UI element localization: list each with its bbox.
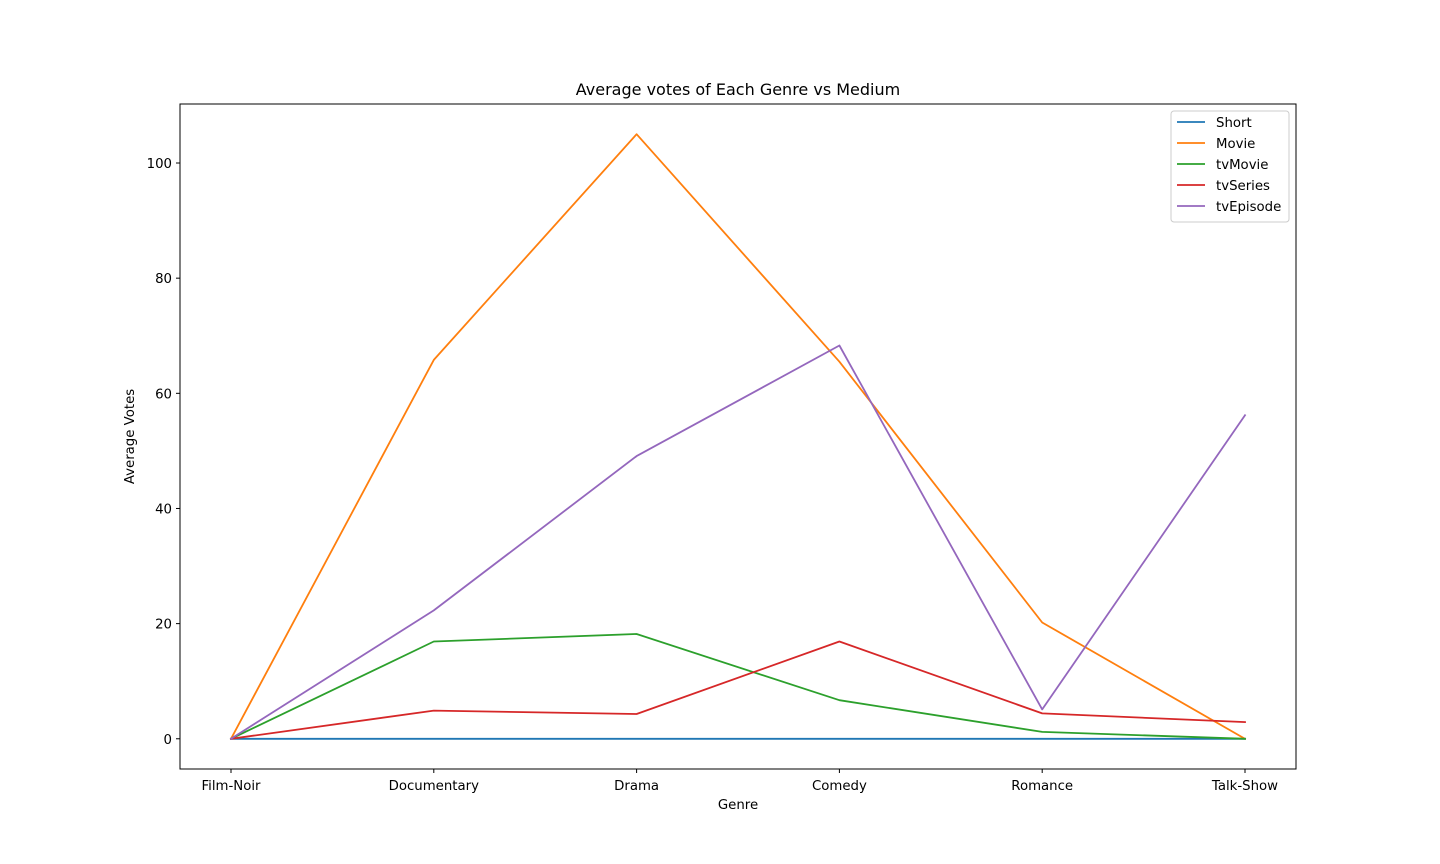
legend-entry: tvSeries	[1216, 179, 1270, 194]
plot-frame	[179, 103, 1297, 770]
series-line-movie	[229, 133, 1247, 741]
y-tick-label: 80	[155, 272, 172, 287]
x-axis-label: Genre	[718, 798, 758, 813]
x-tick-label: Documentary	[389, 779, 480, 794]
legend-entry: tvEpisode	[1216, 200, 1281, 215]
series-line-tvseries	[229, 640, 1246, 740]
chart-title: Average votes of Each Genre vs Medium	[576, 80, 900, 99]
legend-entry: Short	[1216, 116, 1252, 131]
x-tick-label: Romance	[1011, 779, 1073, 794]
x-tick-label: Film-Noir	[201, 779, 261, 794]
y-tick-label: 60	[155, 387, 172, 402]
x-tick-label: Talk-Show	[1211, 779, 1278, 794]
x-tick-label: Drama	[614, 779, 659, 794]
series-layer	[229, 133, 1247, 741]
ticks-layer: Film-Noir Documentary Drama Comedy Romance Ta…	[147, 157, 1279, 794]
legend-box	[1170, 110, 1290, 223]
legend-entry: Movie	[1216, 137, 1255, 152]
series-line-tvepisode	[229, 344, 1247, 741]
y-tick-label: 100	[147, 157, 172, 172]
x-tick-label: Comedy	[812, 779, 867, 794]
series-line-tvmovie	[229, 633, 1246, 741]
legend-entry: tvMovie	[1216, 158, 1268, 173]
y-tick-label: 0	[164, 733, 172, 748]
y-tick-label: 40	[155, 502, 172, 517]
legend: Short Movie tvMovie tvSeries tvEpisode	[1170, 110, 1290, 223]
y-tick-label: 20	[155, 618, 172, 633]
y-axis-label: Average Votes	[123, 389, 138, 484]
